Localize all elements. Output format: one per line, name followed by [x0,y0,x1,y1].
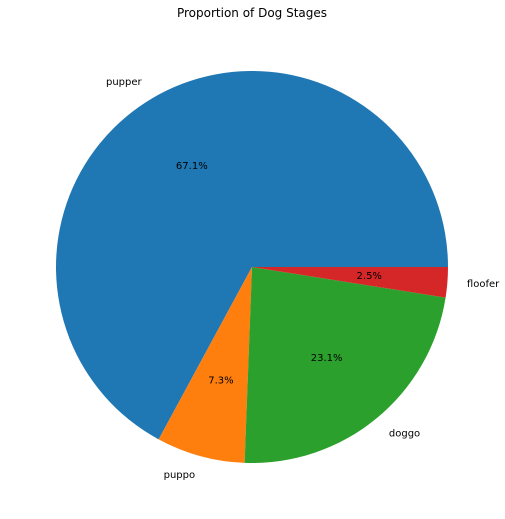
pie-pct-label-puppo: 7.3% [208,375,233,386]
pie-slice-puppo [158,267,252,463]
pie-label-floofer: floofer [467,279,500,290]
pie-label-pupper: pupper [106,77,143,88]
pie-pct-label-pupper: 67.1% [176,161,208,172]
chart-title: Proportion of Dog Stages [177,6,327,20]
pie-slice-pupper [55,70,448,440]
pie-pct-label-doggo: 23.1% [311,353,343,364]
pie-slices [55,70,448,464]
pie-pct-label-floofer: 2.5% [357,271,382,282]
pie-slice-doggo [244,267,446,464]
pie-label-puppo: puppo [164,470,196,481]
pie-labels: pupper 67.1% puppo 7.3% doggo 23.1% floofer 2.5… [106,77,500,481]
pie-label-doggo: doggo [389,429,420,440]
pie-slice-floofer [252,267,448,298]
